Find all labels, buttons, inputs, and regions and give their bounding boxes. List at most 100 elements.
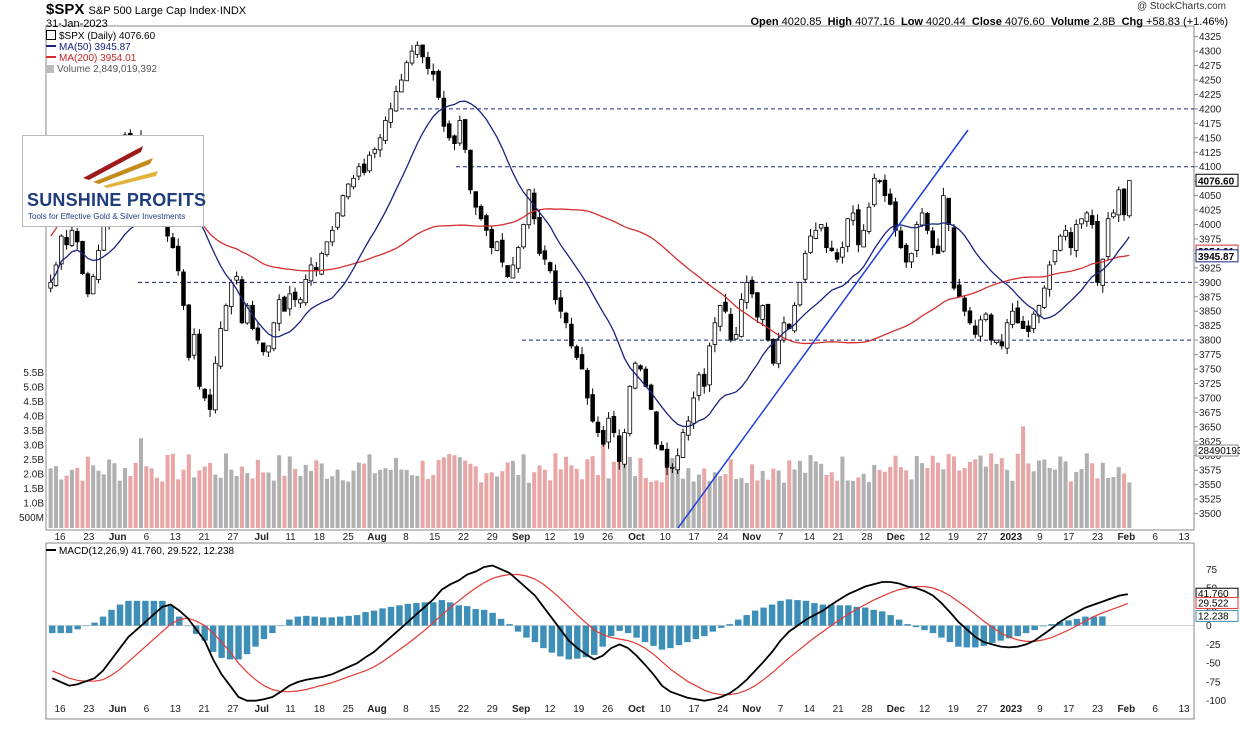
candle-body [840,247,845,258]
volume-bar [447,453,452,528]
macd-histogram-bar [760,607,767,626]
macd-histogram-bar [734,619,742,626]
macd-date-label: Oct [628,704,645,715]
candle-body [345,183,351,198]
macd-histogram-bar [176,616,183,626]
candle-body [696,374,702,396]
volume-bar [707,481,712,528]
macd-histogram-bar [362,612,369,626]
volume-bar [160,481,165,528]
candle-body [48,281,53,289]
candle-body [207,394,213,410]
date-label: 23 [1092,532,1104,543]
volume-bar [803,472,808,528]
volume-bar [324,478,329,528]
sunshine-profits-logo: SUNSHINE PROFITS Tools for Effective Gol… [22,135,206,227]
volume-bar [420,460,425,528]
symbol-name: S&P 500 Large Cap Index [88,5,217,17]
candle-body [1095,220,1100,283]
macd-histogram-bar [870,609,877,626]
macd-histogram-bar [404,603,412,626]
volume-bar [170,453,175,528]
macd-histogram-bar [751,610,759,626]
macd-marker-box [1195,596,1239,609]
candle-body [824,226,829,249]
date-label: 14 [804,532,816,543]
macd-date-label: 10 [660,704,672,715]
volume-bar [101,474,106,528]
candle-body [627,385,633,434]
volume-bar [983,466,988,528]
volume-bar [872,464,877,528]
macd-histogram-bar [1090,616,1098,626]
macd-histogram-bar [116,604,124,626]
volume-bar [255,459,260,528]
macd-date-label: Nov [742,704,761,715]
macd-date-label: 6 [144,704,150,715]
last-price-marker-box [1195,173,1239,187]
macd-histogram-bar [862,607,869,626]
candle-body [1047,264,1052,290]
macd-date-label: 2023 [1000,704,1023,715]
candle-body [494,241,500,251]
candle-body [967,310,973,324]
candle-body [1127,180,1132,217]
price-tick-label: 3900 [1199,278,1222,289]
volume-bar [80,480,85,528]
volume-bar [866,482,871,528]
candle-body [579,354,585,370]
date-label: Sep [512,532,530,543]
volume-bar [149,468,154,528]
volume-bar [346,481,351,528]
macd-histogram-bar [286,619,293,626]
macd-histogram-bar [514,625,522,632]
volume-bar [500,471,505,528]
macd-histogram-bar [1039,625,1047,627]
volume-bar [383,468,388,528]
macd-histogram-bar [82,625,90,627]
close-value: 4076.60 [1004,16,1045,28]
price-tick-label: 3750 [1199,365,1222,376]
volume-bar [484,473,489,528]
macd-legend: MACD(12,26,9) 41.760, 29.522, 12.238 [46,546,234,557]
macd-histogram-bar [125,600,132,626]
candle-body [1015,307,1021,324]
macd-histogram-bar [506,624,513,626]
candle-body [441,97,447,127]
price-tick-label: 3550 [1199,480,1222,491]
candle-body [946,197,951,225]
candle-body [898,230,904,249]
volume-bar [261,472,266,528]
macd-histogram-bar [455,605,462,626]
candle-body [319,253,324,275]
macd-date-label: 8 [403,704,409,715]
volume-bar [723,474,728,528]
price-tick-label: 4250 [1199,76,1222,87]
volume-bar [85,456,90,528]
volume-bar [760,470,765,528]
volume-bar [144,466,149,528]
volume-bar [293,468,298,528]
macd-histogram-bar [1014,625,1021,637]
price-tick-label: 4150 [1199,133,1222,144]
price-tick-label: 3850 [1199,307,1222,318]
macd-histogram-bar [726,624,733,626]
volume-bar [1111,476,1116,528]
candle-body [468,149,473,191]
macd-date-label: 27 [977,704,989,715]
volume-bar [1079,468,1084,528]
ma50-marker-label: 3945.87 [1198,252,1235,263]
macd-histogram-bar [387,606,395,626]
macd-histogram-bar [565,625,573,660]
macd-histogram-bar [963,625,971,648]
volume-bar [967,461,972,528]
candle-body [664,448,670,468]
volume-bar [463,460,468,528]
macd-histogram-bar [99,616,107,626]
volume-bar [696,474,701,528]
candle-body [999,341,1005,347]
candle-body [303,279,308,304]
candle-body [255,327,261,341]
macd-histogram-bar [836,605,844,626]
volume-bar [893,455,898,528]
